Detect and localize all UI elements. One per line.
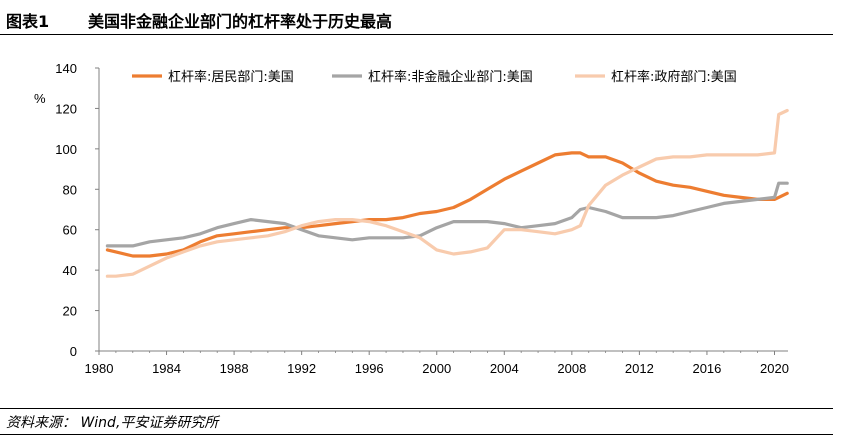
y-tick-label: 40 (63, 263, 77, 278)
figure-title: 美国非金融企业部门的杠杆率处于历史最高 (88, 12, 393, 31)
figure-header: 图表1 美国非金融企业部门的杠杆率处于历史最高 (0, 0, 833, 36)
y-tick-label: 20 (63, 304, 77, 319)
y-tick-label: 140 (55, 61, 77, 76)
series-line-2 (105, 181, 789, 248)
x-tick-label: 1988 (220, 361, 249, 376)
y-tick-label: 100 (55, 142, 77, 157)
y-tick-label: 60 (63, 223, 77, 238)
y-tick-label: 0 (70, 344, 77, 359)
x-tick-label: 2004 (490, 361, 519, 376)
series-line-3 (105, 108, 789, 278)
bottom-rule (0, 408, 833, 409)
x-tick-label: 2000 (422, 361, 451, 376)
x-tick-label: 2020 (760, 361, 789, 376)
x-tick-label: 2016 (692, 361, 721, 376)
legend-label-2: 杠杆率:非金融企业部门:美国 (368, 69, 533, 85)
x-tick-label: 1992 (287, 361, 316, 376)
y-tick-label: 120 (55, 101, 77, 116)
x-tick-label: 2012 (625, 361, 654, 376)
source-note: 资料来源： Wind,平安证券研究所 (6, 415, 219, 431)
legend-label-1: 杠杆率:居民部门:美国 (168, 69, 294, 85)
y-axis-unit-label: % (34, 91, 46, 106)
top-rule (0, 34, 833, 35)
x-tick-label: 1984 (152, 361, 181, 376)
series-lines (105, 108, 789, 278)
line-chart: 0 20 40 60 80 100 120 140 1980 1984 1988 1992 1996 2… (34, 61, 789, 376)
x-tick-label: 2008 (557, 361, 586, 376)
chart-legend: 杠杆率:居民部门:美国 杠杆率:非金融企业部门:美国 杠杆率:政府部门:美国 (132, 69, 737, 85)
series-line-1 (105, 151, 789, 258)
legend-label-3: 杠杆率:政府部门:美国 (611, 69, 737, 85)
y-axis: 0 20 40 60 80 100 120 140 (55, 61, 100, 359)
x-tick-label: 1996 (355, 361, 384, 376)
figure-number: 图表1 (6, 12, 50, 31)
y-tick-label: 80 (63, 182, 77, 197)
x-tick-label: 1980 (85, 361, 114, 376)
x-axis: 1980 1984 1988 1992 1996 2000 2004 2008 2012 2016… (85, 350, 789, 376)
footer-rule (0, 434, 833, 435)
